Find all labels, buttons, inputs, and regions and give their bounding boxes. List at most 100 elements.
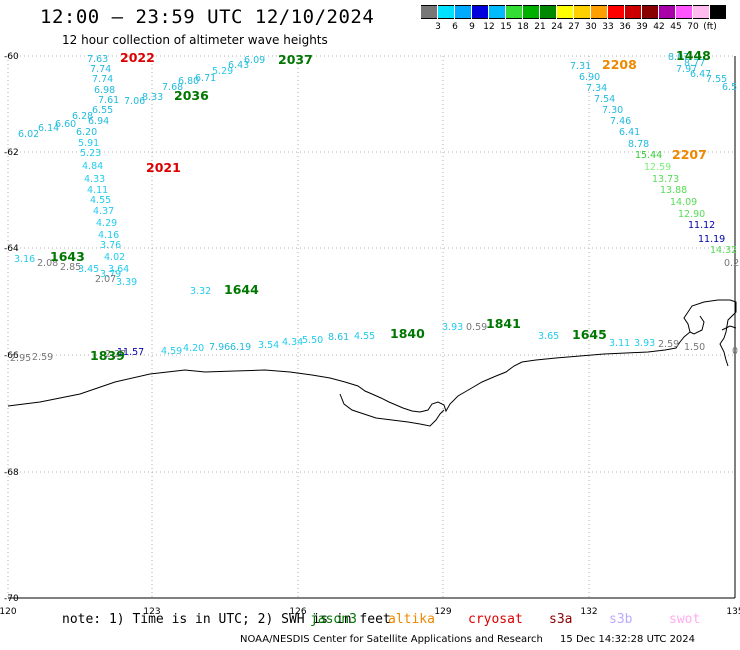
wave-height-value: 6.41 (619, 127, 640, 138)
wave-height-value: 2.95 (10, 353, 31, 364)
wave-height-value: 3.76 (100, 240, 121, 251)
footer-credit: NOAA/NESDIS Center for Satellite Applica… (240, 634, 695, 645)
pass-time-label: 1448 (676, 48, 711, 63)
scale-swatch (506, 5, 522, 19)
wave-height-value: 7.61 (98, 95, 119, 106)
wave-height-value: 5.29 (212, 66, 233, 77)
wave-height-value: 15.44 (635, 150, 662, 161)
pass-time-label: 1840 (390, 326, 425, 341)
wave-height-value: 5.23 (80, 148, 101, 159)
wave-height-value: 7.55 (706, 74, 727, 85)
wave-height-value: 4.02 (104, 252, 125, 263)
scale-swatch (438, 5, 454, 19)
scale-swatch (659, 5, 675, 19)
wave-height-value: 11.19 (698, 234, 725, 245)
wave-height-value: 8.61 (328, 332, 349, 343)
scale-tick-label: 24 (551, 22, 563, 32)
wave-height-value: 6.14 (38, 123, 59, 134)
scale-swatch (625, 5, 641, 19)
wave-height-value: 7.68 (162, 82, 183, 93)
scale-swatch (693, 5, 709, 19)
wave-height-value: 5.91 (78, 138, 99, 149)
wave-height-value: 8.07 (668, 52, 689, 63)
wave-height-value: 6.90 (579, 72, 600, 83)
wave-height-value: 6.28 (72, 111, 93, 122)
wave-height-value: 7.96 (209, 342, 230, 353)
coastline-inlet-path (339, 393, 445, 427)
coastline-path (7, 299, 737, 413)
scale-tick-label: 3 (435, 22, 441, 32)
scale-tick-label: 70 (687, 22, 699, 32)
wave-height-value: 6.09 (244, 55, 265, 66)
scale-tick-label: 21 (534, 22, 546, 32)
wave-height-value: 4.16 (98, 230, 119, 241)
wave-height-value: 0.2 (724, 258, 739, 269)
pass-time-label: 1839 (90, 348, 125, 363)
wave-height-value: 5.50 (302, 335, 323, 346)
scale-swatch (591, 5, 607, 19)
wave-height-value: 7.74 (92, 74, 113, 85)
wave-height-value: 2.27 (105, 349, 126, 360)
scale-tick-label: 45 (670, 22, 682, 32)
page-subtitle: 12 hour collection of altimeter wave hei… (62, 33, 328, 47)
longitude-label: 120 (0, 607, 17, 617)
coastline-east-path (689, 315, 737, 335)
satellite-altika-label: altika (388, 612, 435, 627)
scale-tick-label: 33 (602, 22, 614, 32)
satellite-cryosat-label: cryosat (468, 612, 523, 627)
wave-height-value: 3.32 (190, 286, 211, 297)
scale-tick-label: 36 (619, 22, 631, 32)
wave-height-value: 4.37 (93, 206, 114, 217)
wave-height-value: 7.30 (602, 105, 623, 116)
wave-height-value: 6.02 (18, 129, 39, 140)
footer-timestamp: 15 Dec 14:32:28 UTC 2024 (560, 634, 696, 645)
satellite-swot-label: swot (669, 612, 701, 627)
wave-height-value: 4.29 (96, 218, 117, 229)
wave-height-value: 0.59 (466, 322, 487, 333)
longitude-label: 123 (143, 607, 160, 617)
scale-tick-label: 12 (483, 22, 495, 32)
wave-height-value: 13.88 (660, 185, 687, 196)
latitude-label: -64 (4, 244, 19, 254)
wave-height-value: 3.65 (538, 331, 559, 342)
scale-tick-label: 30 (585, 22, 597, 32)
wave-height-value: 6.19 (230, 342, 251, 353)
scale-tick-label: 18 (517, 22, 529, 32)
pass-time-label: 2207 (672, 147, 707, 162)
scale-swatch (421, 5, 437, 19)
pass-time-label: 1644 (224, 282, 259, 297)
wave-height-value: 7.31 (570, 61, 591, 72)
scale-swatch (676, 5, 692, 19)
pass-time-label: 2208 (602, 57, 637, 72)
wave-height-value: 6.5 (722, 82, 737, 93)
wave-height-value: 2.85 (60, 262, 81, 273)
wave-height-value: 8.78 (628, 139, 649, 150)
satellite-s3a-label: s3a (549, 612, 573, 627)
wave-height-value: 3.79 (100, 269, 121, 280)
wave-height-value: 3.45 (78, 264, 99, 275)
page-title: 12:00 – 23:59 UTC 12/10/2024 (40, 6, 375, 28)
wave-height-value: 4.55 (90, 195, 111, 206)
satellite-jason3-label: jason3 (310, 612, 357, 627)
footer-agency: NOAA/NESDIS Center for Satellite Applica… (240, 634, 543, 645)
wave-height-value: 8.33 (142, 92, 163, 103)
note-text: note: 1) Time is in UTC; 2) SWH is in fe… (62, 612, 391, 627)
pass-time-label: 2036 (174, 88, 209, 103)
wave-height-value: 13.73 (652, 174, 679, 185)
wave-height-value: 7.97 (676, 64, 697, 75)
wave-height-value: 4.59 (161, 346, 182, 357)
scale-swatch (523, 5, 539, 19)
scale-swatch (574, 5, 590, 19)
scale-tick-label: (ft) (703, 22, 717, 32)
wave-height-value: 4.20 (183, 343, 204, 354)
wave-height-value: 8.77 (684, 58, 705, 69)
wave-height-value: 2.59 (658, 339, 679, 350)
wave-height-value: 11.57 (117, 347, 144, 358)
pass-time-label: 1841 (486, 316, 521, 331)
lat-lon-grid: -60 -62 -64 -66 -68 -70 120 123 126 129 132 135 (0, 52, 740, 617)
wave-height-value: 12.59 (644, 162, 671, 173)
pass-time-label: 1643 (50, 249, 85, 264)
wave-height-value: 6.47 (690, 69, 711, 80)
scale-tick-label: 39 (636, 22, 648, 32)
